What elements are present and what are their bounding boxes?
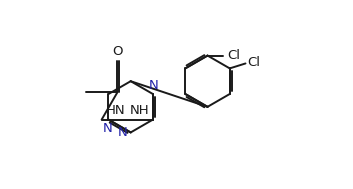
Text: HN: HN	[106, 104, 125, 117]
Text: Cl: Cl	[247, 56, 261, 69]
Text: N: N	[118, 126, 128, 139]
Text: N: N	[149, 79, 159, 92]
Text: N: N	[103, 122, 112, 135]
Text: Cl: Cl	[227, 49, 240, 62]
Text: NH: NH	[129, 104, 149, 117]
Text: O: O	[112, 45, 122, 58]
